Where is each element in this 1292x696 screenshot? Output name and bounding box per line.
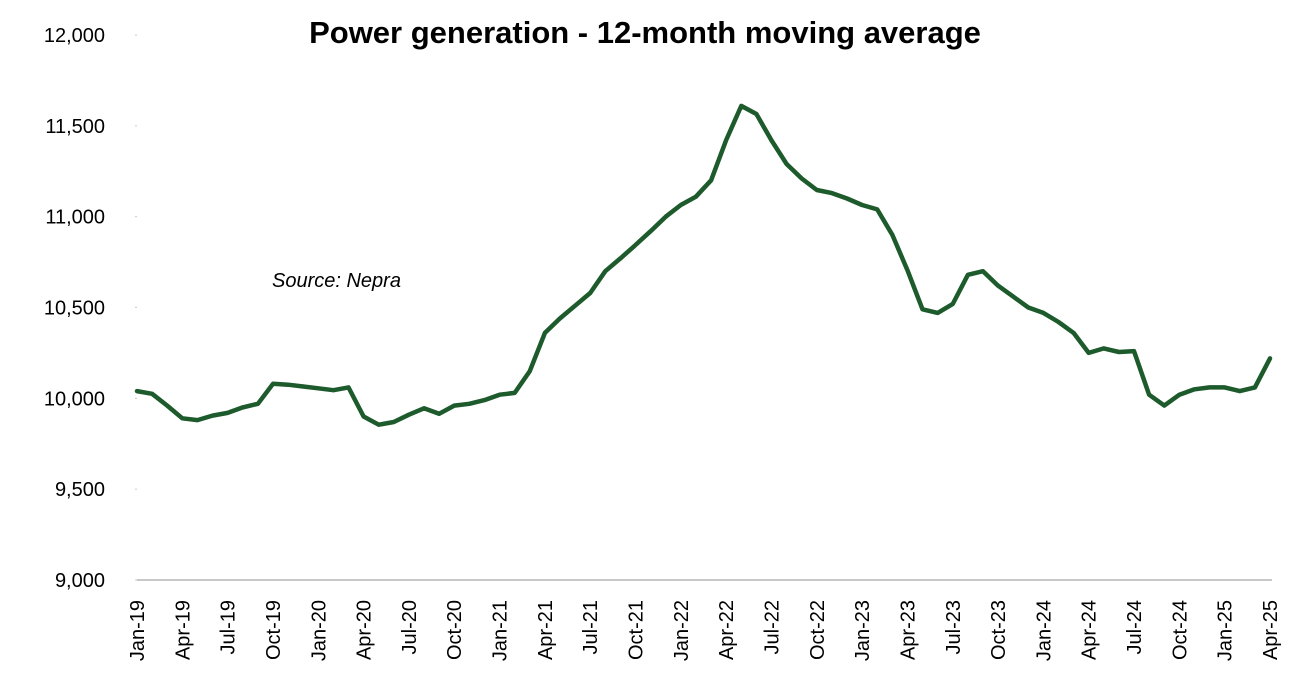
x-tick-label: Oct-22: [807, 600, 829, 660]
x-tick-label: Jan-25: [1215, 600, 1237, 661]
x-tick-label: Jan-23: [852, 600, 874, 661]
x-tick-label: Jan-22: [671, 600, 693, 661]
x-tick-label: Jul-21: [580, 600, 602, 654]
x-tick-label: Apr-23: [897, 600, 919, 660]
x-tick-label: Jul-23: [943, 600, 965, 654]
y-tick-label: 9,000: [55, 570, 105, 592]
chart-title: Power generation - 12-month moving avera…: [309, 15, 981, 50]
x-tick-label: Jan-19: [127, 600, 149, 661]
y-tick-label: 12,000: [44, 25, 105, 47]
y-tick-label: 10,000: [44, 388, 105, 410]
x-tick-label: Apr-21: [535, 600, 557, 660]
y-tick-label: 10,500: [44, 298, 105, 320]
x-tick-label: Jul-22: [761, 600, 783, 654]
x-tick-label: Apr-24: [1079, 600, 1101, 660]
x-tick-label: Jul-24: [1124, 600, 1146, 654]
x-tick-label: Apr-19: [172, 600, 194, 660]
x-tick-label: Oct-23: [988, 600, 1010, 660]
x-tick-label: Jan-21: [490, 600, 512, 661]
x-tick-label: Jan-20: [308, 600, 330, 661]
annotation: Source: Nepra: [272, 270, 401, 292]
x-tick-label: Jan-24: [1033, 600, 1055, 661]
y-tick-label: 11,000: [45, 207, 105, 229]
x-tick-label: Oct-21: [626, 600, 648, 660]
y-tick-label: 9,500: [55, 479, 105, 501]
x-tick-label: Apr-22: [716, 600, 738, 660]
x-tick-label: Oct-24: [1169, 600, 1191, 660]
line: [134, 103, 1273, 427]
x-tick-label: Jul-19: [218, 600, 240, 654]
x-tick-label: Apr-20: [354, 600, 376, 660]
x-tick-label: Oct-19: [263, 600, 285, 660]
x-tick-label: Oct-20: [444, 600, 466, 660]
x-tick-label: Jul-20: [399, 600, 421, 654]
y-tick-label: 11,500: [45, 116, 105, 138]
x-tick-label: Apr-25: [1260, 600, 1282, 660]
